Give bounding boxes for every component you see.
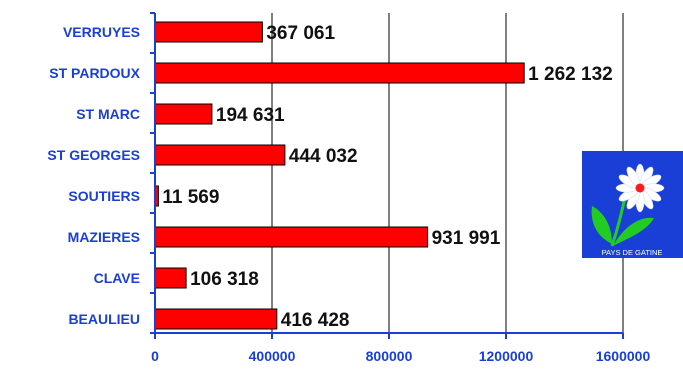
category-label: MAZIERES [68, 229, 140, 245]
x-tick-label: 0 [151, 348, 159, 364]
x-tick-label: 800000 [366, 348, 413, 364]
bar-mazieres [154, 226, 429, 248]
bar-st-georges [154, 144, 286, 166]
x-tick-label: 1200000 [479, 348, 534, 364]
category-label: ST GEORGES [47, 147, 140, 163]
data-label: 416 428 [281, 310, 350, 331]
tick-labels: 0 400000 800000 1200000 1600000 [151, 348, 650, 364]
data-label: 367 061 [266, 23, 335, 44]
data-label: 931 991 [432, 228, 501, 249]
category-label: ST PARDOUX [49, 65, 140, 81]
bars [154, 21, 525, 330]
data-label: 11 569 [162, 187, 219, 208]
bar-beaulieu [154, 308, 278, 330]
bar-verruyes [154, 21, 263, 43]
category-label: SOUTIERS [68, 188, 140, 204]
x-tick-label: 1600000 [596, 348, 651, 364]
data-label: 106 318 [190, 269, 259, 290]
axes [150, 12, 624, 339]
category-label: BEAULIEU [68, 311, 140, 327]
data-label: 194 631 [216, 105, 285, 126]
category-labels: VERRUYES ST PARDOUX ST MARC ST GEORGES SOUTI… [47, 24, 140, 327]
category-label: ST MARC [76, 106, 140, 122]
category-label: CLAVE [94, 270, 140, 286]
bar-st-pardoux [154, 62, 525, 84]
category-label: VERRUYES [63, 24, 140, 40]
logo-caption: PAYS DE GATINE [602, 248, 663, 257]
bar-st-marc [154, 103, 213, 125]
pays-de-gatine-logo: PAYS DE GATINE [582, 151, 683, 258]
bar-clave [154, 267, 187, 289]
x-tick-label: 400000 [249, 348, 296, 364]
gridlines [271, 13, 624, 333]
data-label: 444 032 [289, 146, 358, 167]
data-label: 1 262 132 [528, 64, 613, 85]
daisy-flower-icon [591, 163, 665, 247]
